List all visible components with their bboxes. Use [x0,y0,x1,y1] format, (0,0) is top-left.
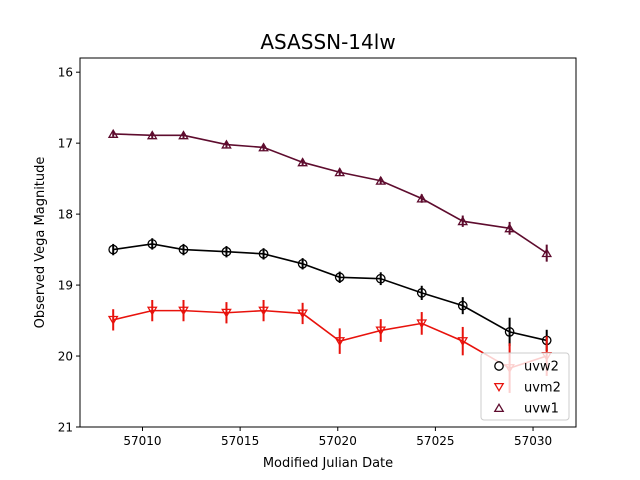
y-tick-label: 16 [58,66,73,80]
data-point-uvw1 [107,128,119,138]
legend-box [480,352,570,421]
y-axis-label: Observed Vega Magnitude [33,157,48,329]
x-axis: 57010 57015 57020 57025 57030 [123,427,552,448]
data-point-uvm2 [221,308,232,318]
legend-label-uvm2: uvm2 [524,381,561,396]
data-point-uvw2 [258,249,269,259]
legend: uvw2 uvm2 uvw1 [480,352,570,421]
data-point-uvw1 [504,223,515,233]
series-line-uvw1 [113,133,548,254]
x-axis-label: Modified Julian Date [263,456,393,471]
series-line-uvm2 [113,309,547,369]
data-point-uvm2 [146,306,158,316]
data-point-uvm2 [416,319,428,329]
data-point-uvm2 [457,337,469,347]
y-tick-label: 17 [58,137,73,151]
x-tick-label: 57025 [416,434,454,448]
chart-title: ASASSN-14lw [260,30,395,54]
series-uvm2 [107,299,553,393]
data-point-uvw2 [416,288,427,298]
data-point-uvw1 [416,193,428,203]
series-uvw1 [107,128,553,262]
data-point-uvw1 [375,175,387,185]
data-point-uvw1 [297,157,308,167]
axes-frame [79,57,577,428]
plot-area [107,128,553,393]
y-axis: 16 17 18 19 20 21 [58,66,80,435]
x-tick-label: 57010 [123,434,161,448]
legend-label-uvw1: uvw1 [524,402,559,417]
y-tick-label: 20 [58,350,73,364]
y-tick-label: 21 [58,421,73,435]
legend-marker-uvw2 [494,361,504,371]
data-point-uvw1 [258,142,269,152]
data-point-uvw2 [108,244,119,255]
x-tick-label: 57015 [221,434,259,448]
data-point-uvw1 [457,216,469,226]
data-point-uvm2 [178,306,189,316]
data-point-uvw1 [221,139,232,149]
legend-marker-uvw1 [493,402,505,413]
data-point-uvw2 [375,273,386,284]
y-tick-label: 18 [58,208,73,222]
data-point-uvm2 [334,337,346,347]
data-point-uvw1 [541,248,553,258]
y-tick-label: 19 [58,279,73,293]
legend-label-uvw2: uvw2 [524,360,559,375]
data-point-uvw1 [334,167,346,177]
data-point-uvw2 [178,244,189,255]
data-point-uvw2 [504,327,515,337]
data-point-uvw2 [147,239,158,249]
data-point-uvw1 [178,130,189,140]
data-point-uvm2 [297,309,308,319]
legend-marker-uvm2 [493,382,505,393]
data-point-uvm2 [258,306,269,316]
data-point-uvm2 [375,326,387,336]
data-point-uvw2 [334,272,345,283]
x-tick-label: 57030 [514,434,552,448]
data-point-uvw1 [146,130,158,140]
data-point-uvw2 [297,258,308,269]
x-tick-label: 57020 [319,434,357,448]
data-point-uvw2 [457,300,468,311]
data-point-uvm2 [107,315,119,325]
series-line-uvw2 [113,243,547,342]
data-point-uvw2 [221,246,232,257]
